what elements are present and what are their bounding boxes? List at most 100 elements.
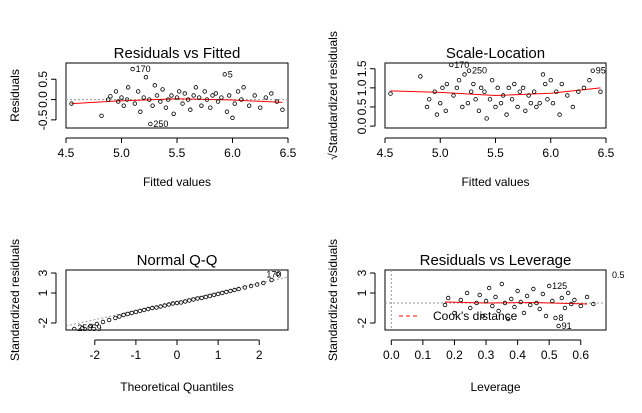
data-point [148,121,153,127]
data-point [543,313,549,319]
smooth-line [71,98,283,105]
data-point [196,95,202,100]
y-axis-label: Residuals [8,69,22,122]
data-point [177,89,182,94]
data-point [550,298,555,304]
data-point [141,307,147,313]
data-point [185,97,191,102]
data-point [133,309,139,315]
data-point [424,104,430,110]
plot-area [385,270,606,330]
data-point [509,97,515,102]
data-point [180,101,185,106]
data-point [246,103,252,108]
data-point [520,85,526,91]
point-label: 8 [558,313,563,323]
data-point [69,101,74,106]
chart-title: Residuals vs Fitted [114,45,241,62]
data-point [473,97,478,102]
x-tick-label: 1 [215,348,222,362]
data-point [235,89,241,94]
data-point [170,301,176,306]
data-point [443,108,448,113]
data-point [518,299,523,305]
data-point [117,314,122,319]
data-point [550,100,556,106]
data-point [501,93,506,98]
y-axis-label: Standardized residuals [8,239,22,361]
plot-frame [65,62,289,129]
data-point [465,100,471,106]
data-point [135,89,141,94]
data-point [521,310,527,316]
data-point [537,306,542,312]
panel-resfit: Residuals vs Fitted Fitted values Residual… [8,45,296,189]
data-point [108,94,113,99]
point-label: 170 [454,60,469,70]
data-point [158,304,163,309]
data-point [152,83,157,88]
data-point [578,303,583,309]
data-point [191,93,196,98]
data-point [143,75,149,80]
plot-area [388,63,603,121]
data-point [213,91,219,96]
data-point [468,89,474,94]
data-point [202,89,207,94]
data-point [495,85,500,91]
data-point [125,85,131,90]
x-tick-label: 0.0 [383,348,400,362]
data-point [160,87,165,92]
x-tick-label: 5.5 [169,146,186,160]
data-point [208,105,213,110]
data-point [163,105,169,110]
data-point [460,104,465,110]
plot-frame [384,269,607,331]
y-tick-label: 0.0 [36,91,50,108]
point-label: 5 [228,69,233,79]
data-point [215,99,221,104]
x-axis-label: Fitted values [143,175,211,189]
x-tick-label: 0.6 [572,348,589,362]
data-point [540,72,546,77]
y-tick-label: 3 [36,269,50,276]
data-point [215,291,221,297]
data-point [476,108,482,113]
legend-cook-label: Cook's distance [433,309,518,323]
data-point [204,97,210,102]
data-point [506,85,511,91]
data-point [166,302,171,307]
data-point [496,308,501,314]
data-point [572,297,577,303]
data-point [512,81,517,87]
data-point [242,285,248,290]
data-point [119,95,124,100]
data-point [94,321,100,327]
y-tick-label: 0.5 [36,71,50,88]
data-point [248,283,254,289]
data-point [559,81,564,87]
data-point [445,295,451,301]
data-point [490,303,495,309]
data-point [199,103,204,108]
data-point [88,323,93,329]
y-tick-label: -2 [355,317,369,328]
data-point [509,296,514,302]
y-axis-label: Standardized residuals [326,239,340,361]
plot-frame [384,62,607,129]
data-point [483,298,489,304]
y-tick-label: -0.5 [36,109,50,130]
data-point [228,288,233,294]
point-label: 250 [153,119,168,129]
smooth-line [390,87,601,97]
panel-resleverage: Residuals vs Leverage Leverage Standardize… [326,239,624,394]
chart-title: Normal Q-Q [137,252,218,269]
plot-frame [65,269,289,331]
data-point [493,294,498,300]
y-tick-label: 1 [355,289,369,296]
data-point [106,317,112,323]
data-point [484,116,489,121]
data-point [171,111,176,116]
data-point [548,78,553,83]
